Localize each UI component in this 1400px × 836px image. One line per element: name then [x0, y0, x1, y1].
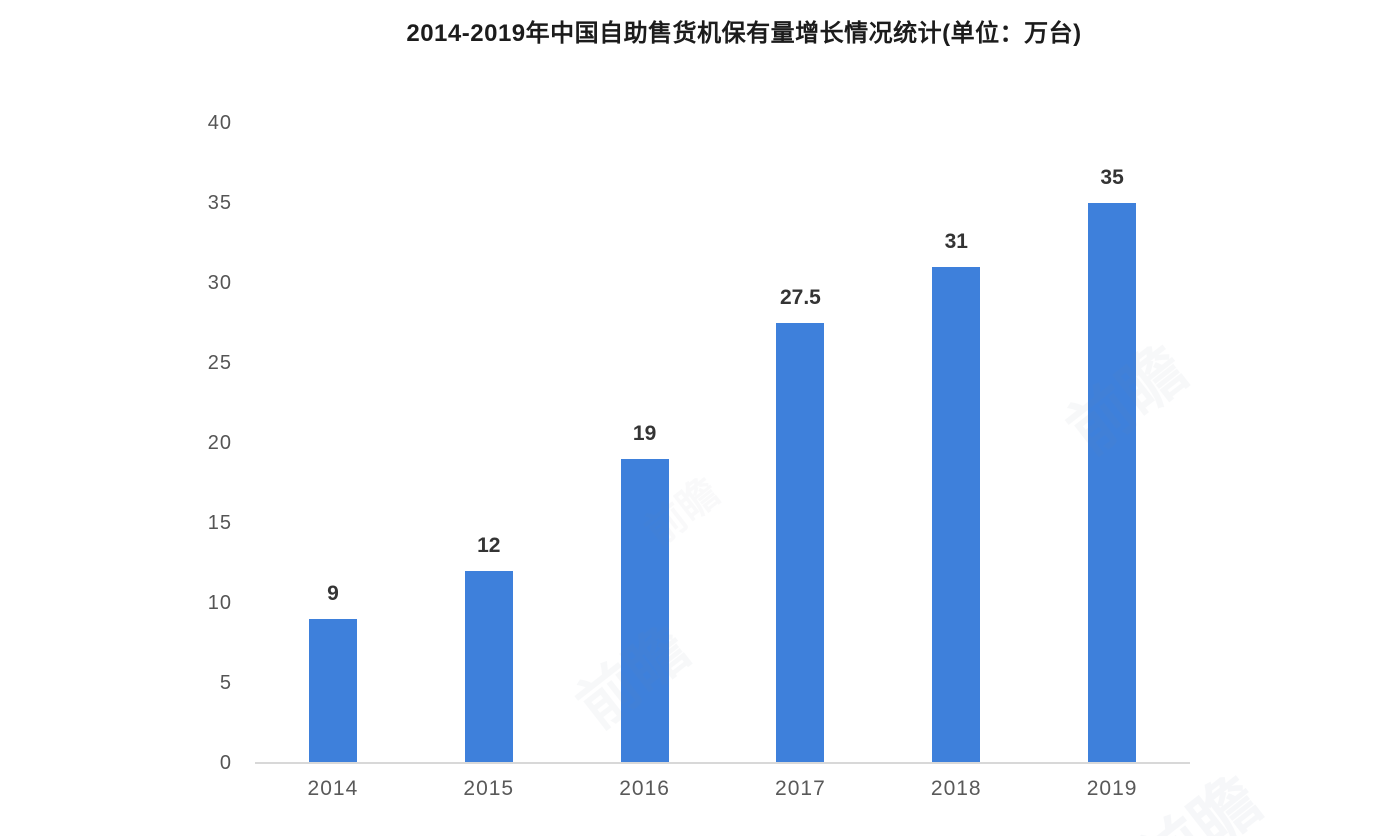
y-tick-label: 0: [219, 752, 232, 774]
bar-2018: [932, 267, 981, 763]
y-axis: 0 5 10 15 20 25 30 35 40: [160, 0, 232, 836]
x-tick-label-2014: 2014: [307, 777, 359, 800]
bar-2017: [776, 323, 825, 763]
bar-2015: [464, 571, 513, 763]
bar-2014: [308, 619, 357, 763]
bar-2016: [620, 459, 669, 763]
y-tick-label: 20: [207, 432, 232, 454]
chart-title: 2014-2019年中国自助售货机保有量增长情况统计(单位：万台): [406, 20, 1082, 47]
y-tick-label: 25: [207, 352, 232, 374]
y-tick-label: 15: [207, 512, 232, 534]
bar-2019: [1088, 203, 1137, 763]
y-tick-label: 40: [207, 112, 232, 134]
x-tick-label-2018: 2018: [930, 777, 982, 800]
bar-value-label: 19: [632, 422, 657, 445]
x-tick-label-2019: 2019: [1086, 777, 1138, 800]
y-tick-label: 10: [207, 592, 232, 614]
y-tick-label: 5: [219, 672, 232, 694]
bar-value-label: 31: [944, 230, 968, 253]
bar-value-label: 9: [327, 582, 339, 605]
y-tick-label: 35: [207, 192, 232, 214]
y-tick-label: 30: [207, 272, 232, 294]
x-axis-line: [255, 762, 1190, 764]
bar-value-label: 12: [477, 534, 501, 557]
bar-value-label: 27.5: [779, 286, 821, 309]
x-tick-label-2017: 2017: [775, 777, 826, 800]
x-tick-label-2016: 2016: [619, 777, 670, 800]
plot-area: 9 2014 12 2015 19 2016 27.5 2017 31 2018 35 2019: [255, 123, 1190, 800]
x-tick-label-2015: 2015: [463, 777, 515, 800]
bar-value-label: 35: [1100, 166, 1124, 189]
